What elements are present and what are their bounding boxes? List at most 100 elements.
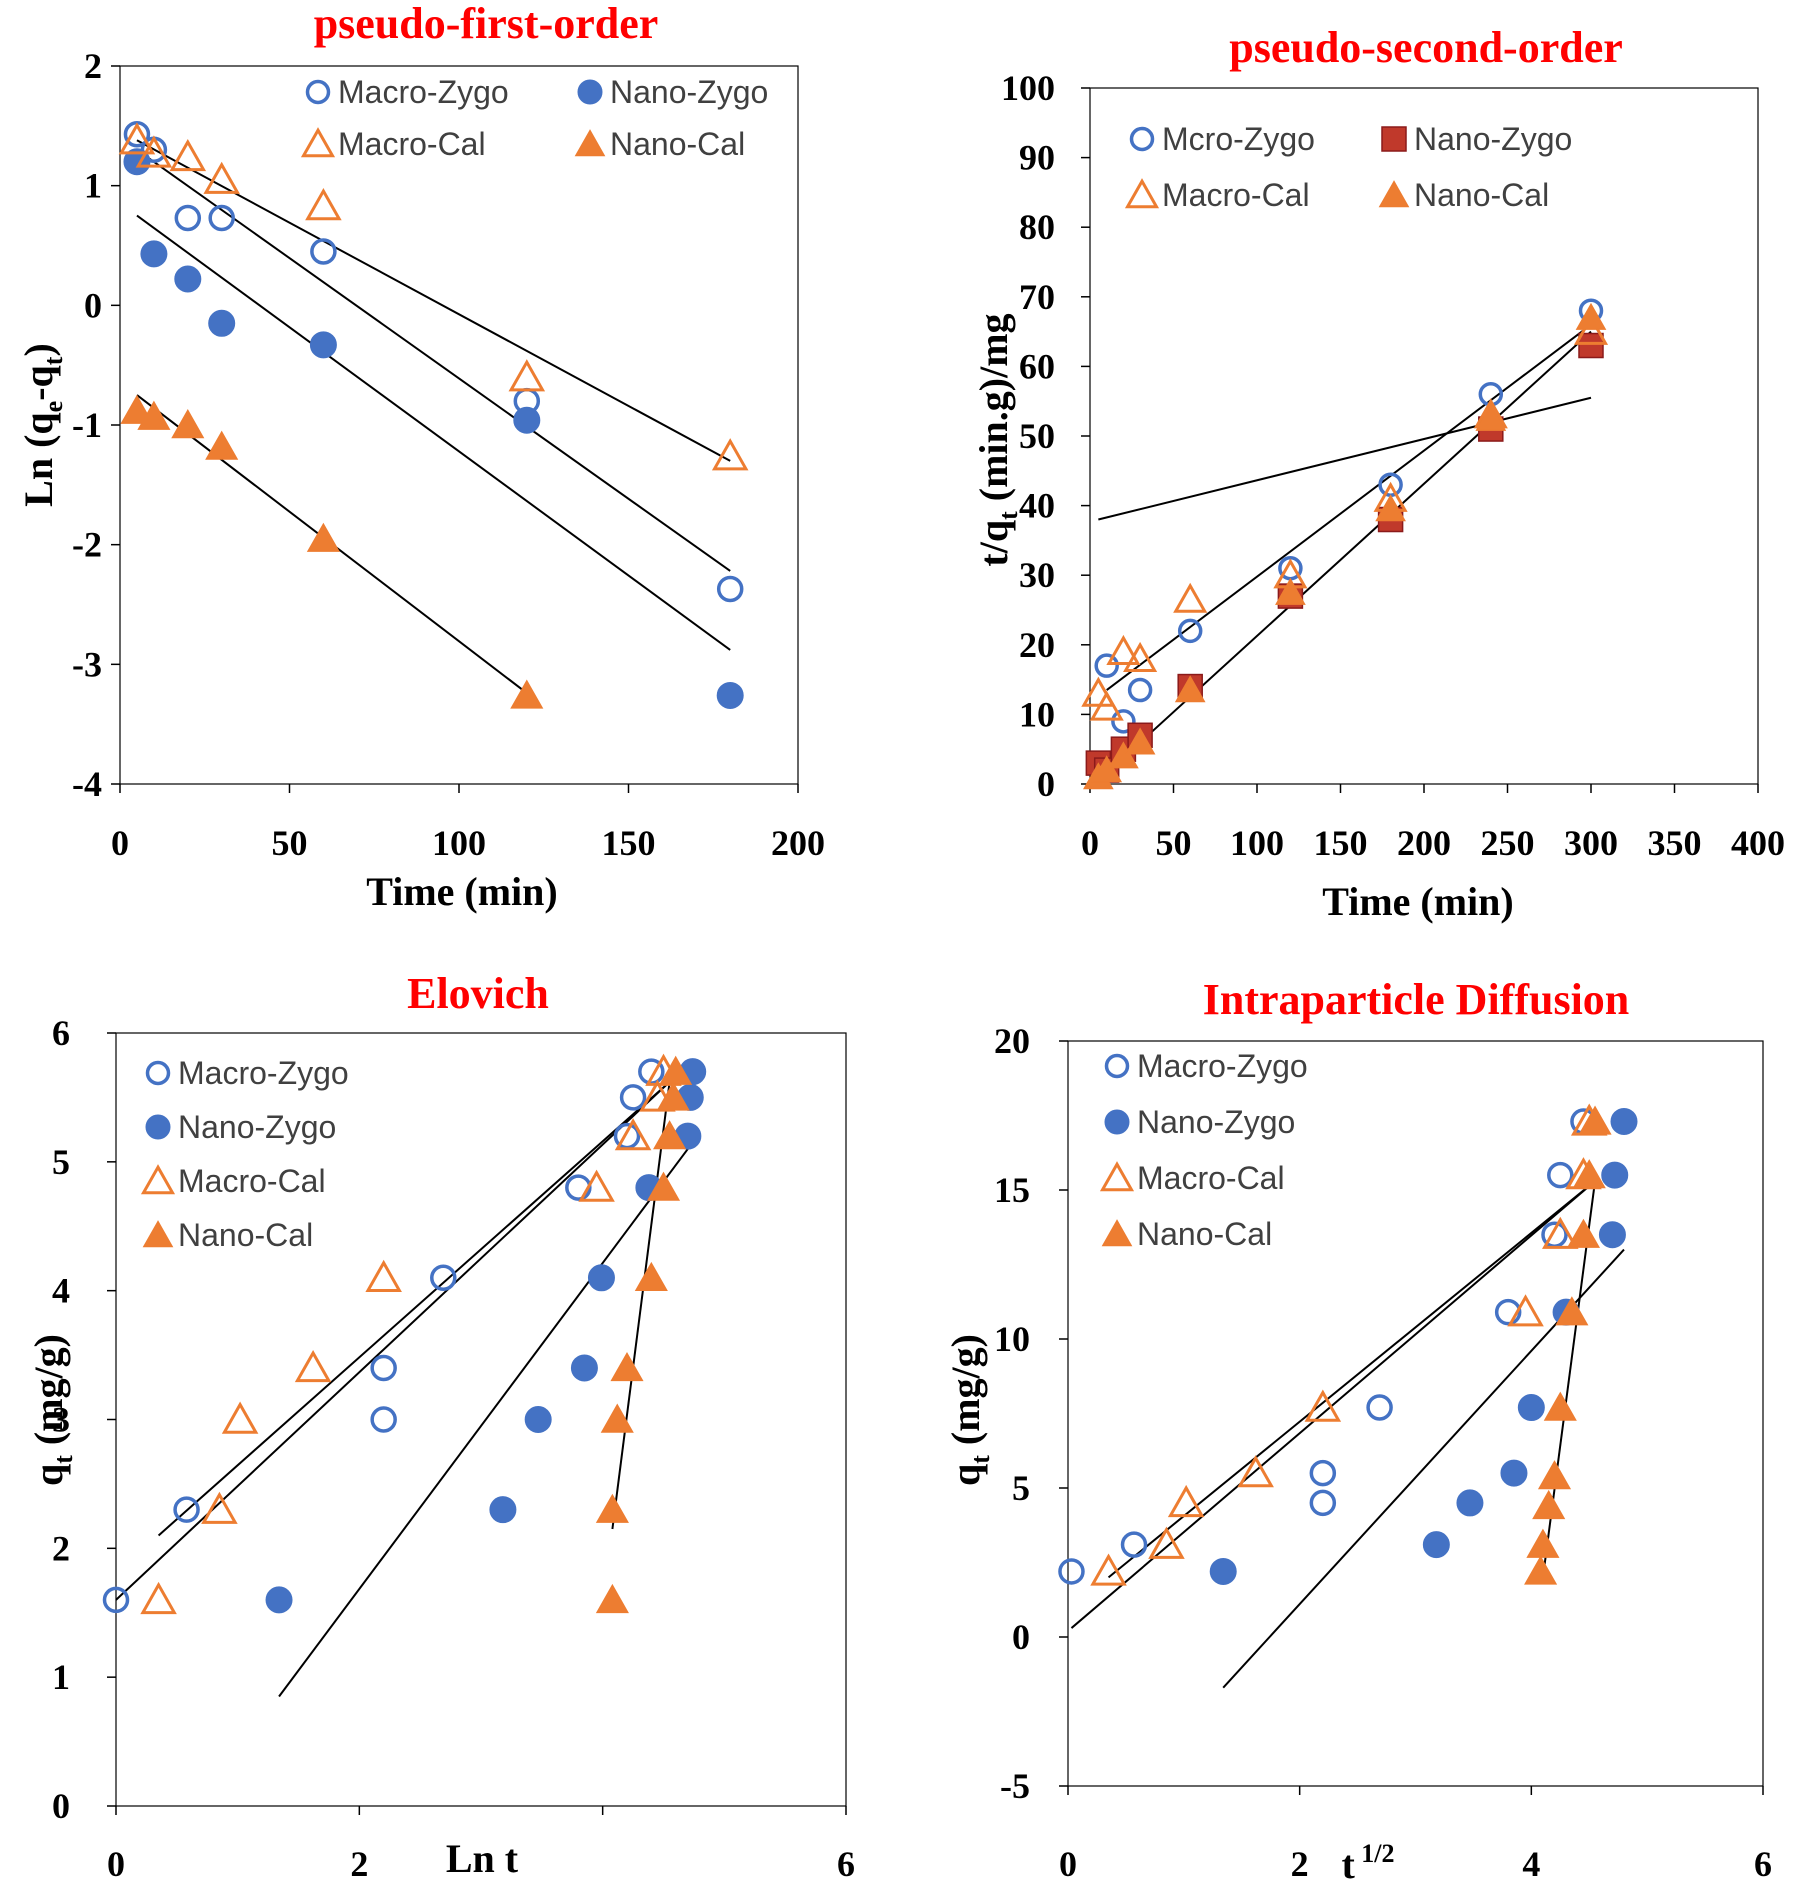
y-tick-label: -3 xyxy=(72,644,102,684)
data-point xyxy=(140,240,168,268)
trendline-4 xyxy=(611,1081,671,1530)
data-point xyxy=(614,1118,652,1151)
y-tick-label: 20 xyxy=(1019,625,1055,665)
series-macro-zygo xyxy=(1058,1108,1597,1585)
series-macro-cal xyxy=(118,122,749,471)
y-tick-label: 50 xyxy=(1019,416,1055,456)
chart-panel-elovich: 0 1 2 3 4 5 6 0 2 6 Elovich Ln t qt (mg/g) Macro-Zygo… xyxy=(26,969,855,1882)
data-point xyxy=(1542,1216,1579,1249)
legend-label: Macro-Zygo xyxy=(178,1055,349,1091)
data-point xyxy=(656,1081,690,1111)
data-point xyxy=(1237,1455,1274,1488)
data-point xyxy=(1148,1526,1185,1559)
chart-panel-pfo: -4 -3 -2 -1 0 1 2 0 50 100 150 200 pseudo-first-orde… xyxy=(16,0,825,914)
data-point xyxy=(1058,1558,1085,1585)
data-point xyxy=(1578,332,1604,359)
series-nano-cal xyxy=(120,394,544,709)
x-tick-label: 200 xyxy=(1397,823,1451,863)
data-point xyxy=(135,135,173,168)
y-tick-label: 0 xyxy=(1012,1617,1030,1657)
chart-title: pseudo-second-order xyxy=(1229,23,1623,72)
data-point xyxy=(118,122,156,155)
legend-label: Nano-Cal xyxy=(1414,177,1549,213)
y-tick-label: 10 xyxy=(1019,694,1055,734)
y-tick-label: 0 xyxy=(84,285,102,325)
x-tick-label: 6 xyxy=(837,1844,855,1882)
data-point xyxy=(570,1354,598,1382)
y-tick-label: 1 xyxy=(84,166,102,206)
series-nano-zygo xyxy=(265,1058,707,1614)
trendline-2 xyxy=(136,148,731,572)
y-tick-label: 100 xyxy=(1001,68,1055,108)
x-tick-label: 0 xyxy=(1059,1844,1077,1882)
data-point xyxy=(1090,1553,1127,1586)
data-point xyxy=(1456,1489,1484,1517)
legend: Mcro-Zygo Nano-Zygo Macro-Cal Nano-Cal xyxy=(1124,121,1572,213)
data-point xyxy=(1106,634,1141,665)
series-nano-cal xyxy=(595,1055,693,1614)
series-nano-zygo xyxy=(123,148,744,709)
series-nano-zygo xyxy=(1085,332,1604,783)
y-tick-label: 80 xyxy=(1019,207,1055,247)
data-point xyxy=(1572,1159,1606,1189)
series-nano-cal xyxy=(1083,302,1607,790)
legend-label: Macro-Cal xyxy=(1162,177,1310,213)
series-mcro-zygo xyxy=(1094,298,1604,734)
y-tick-label: 90 xyxy=(1019,138,1055,178)
legend-label: Macro-Cal xyxy=(338,126,486,162)
y-tick-label: 2 xyxy=(52,1528,70,1568)
y-tick-label: -5 xyxy=(1000,1766,1030,1806)
legend-marker xyxy=(1101,1219,1133,1247)
x-tick-label: 350 xyxy=(1648,823,1702,863)
x-tick-label: 100 xyxy=(1230,823,1284,863)
data-point xyxy=(1375,494,1406,522)
chart-panel-ipd: -5 0 5 10 15 20 0 2 4 6 Intraparticle Diffusion t 1… xyxy=(943,975,1772,1882)
x-axis-label: Time (min) xyxy=(366,869,557,914)
data-point xyxy=(1532,1489,1566,1520)
data-point xyxy=(120,394,154,424)
data-point xyxy=(169,138,207,172)
data-point xyxy=(1111,709,1136,734)
y-tick-label: 30 xyxy=(1019,555,1055,595)
trendline-1 xyxy=(1070,1180,1596,1629)
data-point xyxy=(309,331,337,359)
x-axis-label: Time (min) xyxy=(1322,879,1513,924)
trendline-2 xyxy=(1107,1180,1596,1579)
legend-marker xyxy=(145,1114,171,1140)
data-point xyxy=(370,1406,397,1433)
legend-marker xyxy=(1378,180,1410,208)
data-point xyxy=(102,1586,130,1614)
series-nano-cal xyxy=(1524,1105,1612,1585)
data-point xyxy=(595,1493,629,1523)
data-point xyxy=(646,1171,681,1201)
y-tick-label: 40 xyxy=(1019,486,1055,526)
data-point xyxy=(619,1084,647,1111)
data-point xyxy=(1575,302,1607,330)
y-tick-label: 0 xyxy=(52,1786,70,1826)
data-point xyxy=(587,1264,615,1292)
x-tick-label: 250 xyxy=(1481,823,1535,863)
data-point xyxy=(1573,314,1609,345)
data-point xyxy=(1524,1555,1558,1585)
trendline-3 xyxy=(136,214,731,651)
data-point xyxy=(1209,1557,1237,1585)
legend: Macro-Zygo Nano-Zygo Macro-Cal Nano-Cal xyxy=(1099,1048,1308,1252)
legend-marker xyxy=(300,127,336,158)
data-point xyxy=(430,1264,457,1292)
data-point xyxy=(610,1352,644,1382)
data-point xyxy=(600,1403,634,1433)
chart-title: Intraparticle Diffusion xyxy=(1203,975,1630,1024)
legend: Macro-Zygo Nano-Zygo Macro-Cal Nano-Cal xyxy=(300,74,768,162)
data-point xyxy=(578,1169,615,1202)
data-point xyxy=(510,679,544,709)
trendline-2 xyxy=(157,1081,671,1537)
y-tick-label: 3 xyxy=(52,1400,70,1440)
series-macro-cal xyxy=(1081,314,1609,721)
trendline-1 xyxy=(136,139,731,462)
data-point xyxy=(1304,1389,1342,1422)
legend-label: Nano-Zygo xyxy=(1137,1104,1295,1140)
data-point xyxy=(201,1491,238,1524)
x-tick-label: 4 xyxy=(1522,1844,1540,1882)
data-point xyxy=(205,430,239,460)
y-tick-label: 20 xyxy=(994,1021,1030,1061)
